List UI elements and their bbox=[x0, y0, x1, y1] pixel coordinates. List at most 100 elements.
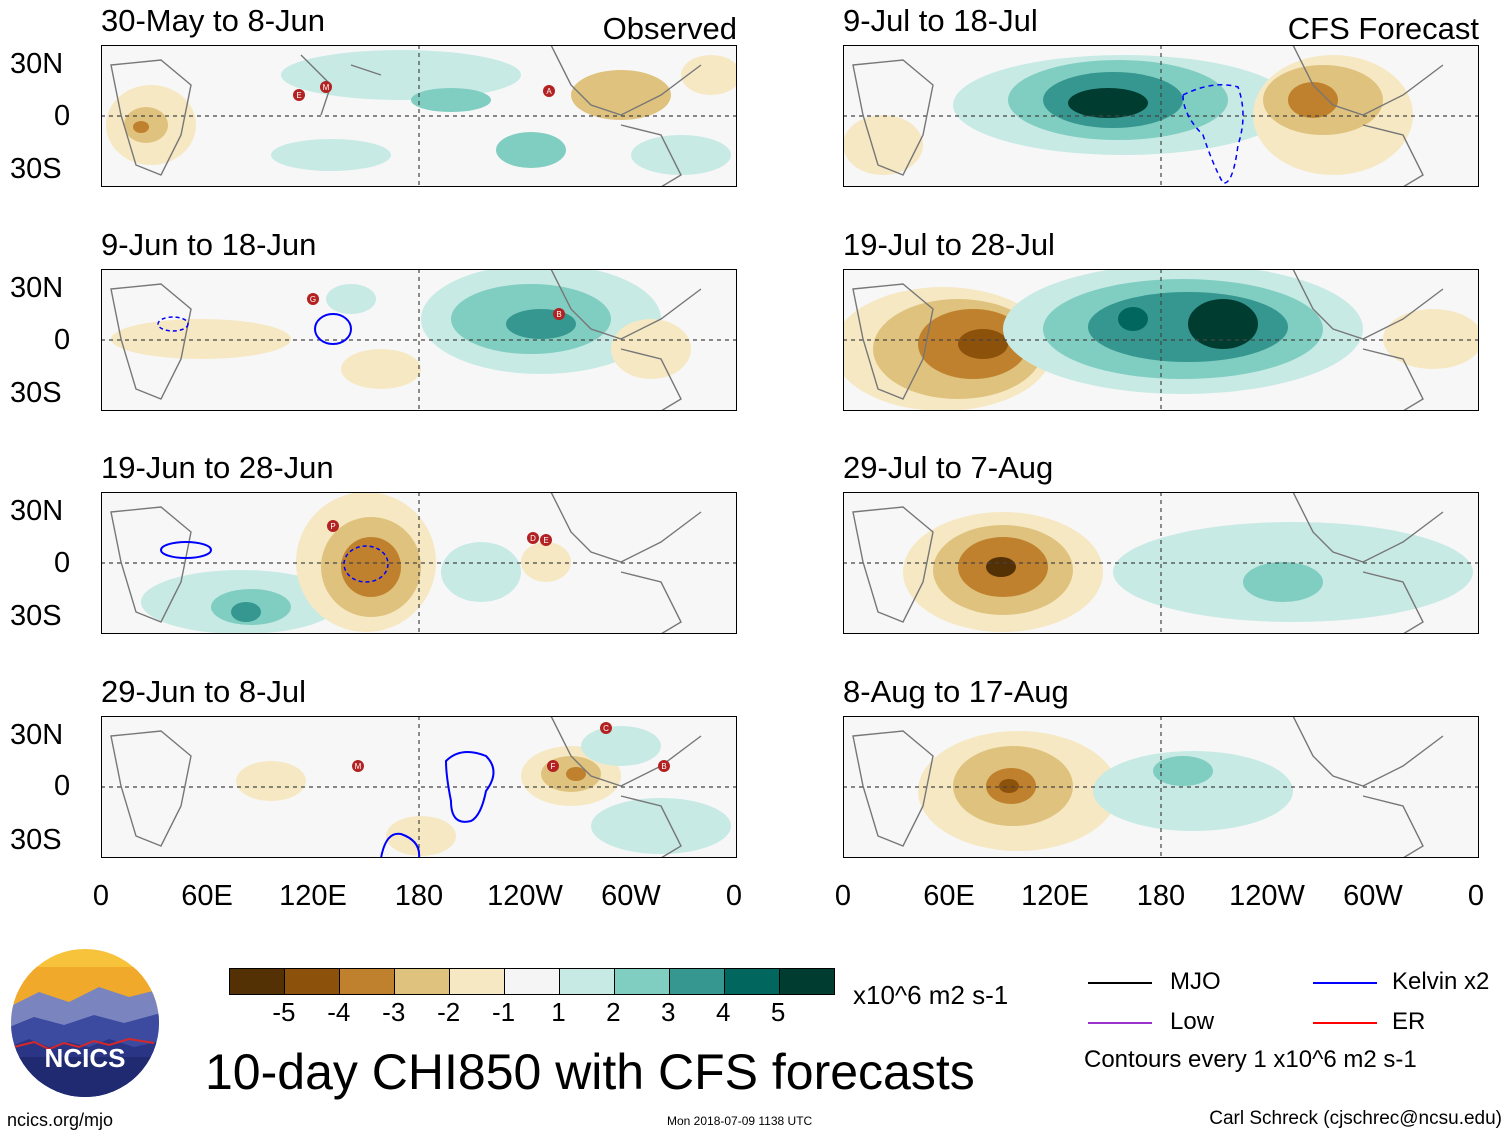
panel-forecast-4: 8-Aug to 17-Aug bbox=[843, 676, 1479, 866]
map-forecast-2 bbox=[843, 269, 1479, 411]
x-label-120e: 120E bbox=[279, 880, 347, 912]
storm-marker: B bbox=[553, 308, 565, 320]
colorbar-tick-label: -4 bbox=[327, 997, 351, 1027]
low-legend-label: Low bbox=[1170, 1008, 1215, 1035]
panel-title: 29-Jun to 8-Jul bbox=[101, 674, 307, 709]
colorbar-tick-label: 1 bbox=[551, 997, 566, 1027]
map-observed-2: G B bbox=[101, 269, 737, 411]
colorbar-tick-label: -1 bbox=[491, 997, 516, 1027]
colorbar-swatch bbox=[450, 969, 505, 994]
x-label-120w: 120W bbox=[1229, 880, 1305, 912]
x-label-180: 180 bbox=[1136, 880, 1186, 912]
panel-observed-4: 29-Jun to 8-Jul C M F B bbox=[101, 676, 737, 866]
map-forecast-4 bbox=[843, 716, 1479, 858]
panel-title: 9-Jul to 18-Jul bbox=[843, 3, 1038, 38]
y-label-0: 0 bbox=[54, 770, 71, 802]
storm-marker: F bbox=[547, 760, 559, 772]
ncics-logo: NCICS bbox=[11, 949, 159, 1097]
storm-marker: B bbox=[658, 760, 670, 772]
storm-marker-letter: E bbox=[543, 536, 548, 545]
forecast-label: CFS Forecast bbox=[1287, 11, 1479, 46]
panel-observed-2: 9-Jun to 18-Jun G B bbox=[101, 229, 737, 419]
colorbar-tick-label: -5 bbox=[272, 997, 296, 1027]
footer-timestamp: Mon 2018-07-09 1138 UTC bbox=[667, 1114, 813, 1128]
x-label-60e: 60E bbox=[181, 880, 233, 912]
panel-forecast-2: 19-Jul to 28-Jul bbox=[843, 229, 1479, 419]
panel-observed-1: 30-May to 8-Jun Observed E M A bbox=[101, 5, 737, 195]
panel-title: 29-Jul to 7-Aug bbox=[843, 450, 1054, 485]
kelvin-legend-label: Kelvin x2 bbox=[1392, 968, 1490, 995]
storm-marker-letter: P bbox=[330, 522, 335, 531]
storm-marker: A bbox=[543, 85, 555, 97]
storm-marker: M bbox=[352, 760, 364, 772]
colorbar-swatch bbox=[285, 969, 340, 994]
observed-label: Observed bbox=[602, 11, 737, 46]
colorbar-tick-label: -3 bbox=[382, 997, 406, 1027]
storm-marker: G bbox=[307, 293, 319, 305]
panel-forecast-3: 29-Jul to 7-Aug bbox=[843, 452, 1479, 642]
y-label-0: 0 bbox=[54, 547, 71, 579]
mjo-legend-label: MJO bbox=[1170, 968, 1221, 995]
colorbar-swatch bbox=[780, 969, 834, 994]
mjo-legend-line bbox=[1088, 982, 1152, 984]
storm-marker-letter: B bbox=[556, 310, 561, 319]
x-label-120e: 120E bbox=[1021, 880, 1089, 912]
footer-author: Carl Schreck (cjschrec@ncsu.edu) bbox=[1209, 1108, 1502, 1129]
x-label-0: 0 bbox=[92, 880, 110, 912]
y-label-30s: 30S bbox=[10, 600, 62, 632]
colorbar-swatch bbox=[395, 969, 450, 994]
contours-note: Contours every 1 x10^6 m2 s-1 bbox=[1084, 1046, 1417, 1073]
colorbar-tick-label: 3 bbox=[661, 997, 676, 1027]
y-label-30s: 30S bbox=[10, 377, 62, 409]
colorbar-tick-label: 4 bbox=[715, 997, 731, 1027]
er-legend-label: ER bbox=[1392, 1008, 1426, 1035]
storm-marker: C bbox=[600, 722, 612, 734]
x-label-180: 180 bbox=[394, 880, 444, 912]
y-label-30s: 30S bbox=[10, 824, 62, 856]
storm-marker-letter: B bbox=[661, 762, 666, 771]
colorbar-swatch bbox=[725, 969, 780, 994]
colorbar bbox=[229, 968, 835, 995]
y-label-0: 0 bbox=[54, 324, 71, 356]
storm-marker-letter: E bbox=[296, 91, 301, 100]
storm-marker-letter: F bbox=[551, 762, 556, 771]
colorbar-tick-label: 2 bbox=[606, 997, 621, 1027]
logo-text: NCICS bbox=[45, 1043, 126, 1073]
storm-marker: M bbox=[320, 81, 332, 93]
map-forecast-1 bbox=[843, 45, 1479, 187]
x-label-0: 0 bbox=[1467, 880, 1485, 912]
panel-title: 30-May to 8-Jun bbox=[101, 3, 325, 38]
er-legend-line bbox=[1313, 1022, 1377, 1024]
colorbar-swatch bbox=[340, 969, 395, 994]
y-label-0: 0 bbox=[54, 100, 71, 132]
x-label-120w: 120W bbox=[487, 880, 563, 912]
panel-title: 19-Jul to 28-Jul bbox=[843, 227, 1055, 262]
y-label-30n: 30N bbox=[10, 719, 64, 751]
x-label-60e: 60E bbox=[923, 880, 975, 912]
map-observed-1: E M A bbox=[101, 45, 737, 187]
y-label-30n: 30N bbox=[10, 48, 64, 80]
map-observed-3: P D E bbox=[101, 492, 737, 634]
colorbar-tick-label: -2 bbox=[437, 997, 461, 1027]
storm-marker: D bbox=[527, 532, 539, 544]
colorbar-swatch bbox=[505, 969, 560, 994]
storm-marker-letter: M bbox=[323, 83, 330, 92]
panel-title: 8-Aug to 17-Aug bbox=[843, 674, 1069, 709]
x-label-0: 0 bbox=[834, 880, 852, 912]
colorbar-units: x10^6 m2 s-1 bbox=[853, 980, 1009, 1010]
colorbar-swatch bbox=[230, 969, 285, 994]
footer-url[interactable]: ncics.org/mjo bbox=[7, 1110, 114, 1130]
colorbar-swatch bbox=[670, 969, 725, 994]
storm-marker: P bbox=[327, 520, 339, 532]
map-forecast-3 bbox=[843, 492, 1479, 634]
map-observed-4: C M F B bbox=[101, 716, 737, 858]
storm-marker-letter: M bbox=[355, 762, 362, 771]
colorbar-swatch bbox=[615, 969, 670, 994]
colorbar-tick-label: 5 bbox=[770, 997, 786, 1027]
low-legend-line bbox=[1088, 1022, 1152, 1024]
x-label-60w: 60W bbox=[1343, 880, 1403, 912]
panel-title: 9-Jun to 18-Jun bbox=[101, 227, 317, 262]
storm-marker: E bbox=[540, 534, 552, 546]
storm-marker-letter: C bbox=[603, 724, 609, 733]
storm-marker-letter: A bbox=[546, 87, 552, 96]
